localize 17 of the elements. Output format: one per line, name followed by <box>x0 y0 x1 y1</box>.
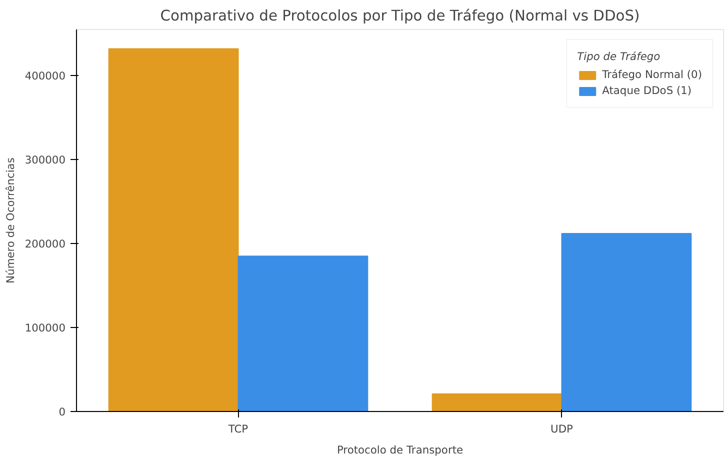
legend-label: Ataque DDoS (1) <box>602 84 692 97</box>
chart-title: Comparativo de Protocolos por Tipo de Tráfego (Normal vs DDoS) <box>160 8 640 24</box>
bar <box>561 233 692 412</box>
bar <box>238 256 368 412</box>
bar <box>108 48 239 412</box>
y-tick-label: 100000 <box>24 322 66 335</box>
x-axis-title: Protocolo de Transporte <box>336 444 464 456</box>
y-axis-title: Número de Ocorrências <box>4 157 17 284</box>
x-tick-label: UDP <box>550 422 574 436</box>
legend-title: Tipo de Tráfego <box>577 50 662 63</box>
y-tick-label: 400000 <box>24 70 66 83</box>
bar <box>432 393 562 412</box>
y-tick-label: 200000 <box>24 238 66 251</box>
y-tick-label: 0 <box>58 406 66 418</box>
legend-label: Tráfego Normal (0) <box>602 68 702 81</box>
x-tick-label: TCP <box>227 422 249 436</box>
y-tick-label: 300000 <box>24 154 66 167</box>
